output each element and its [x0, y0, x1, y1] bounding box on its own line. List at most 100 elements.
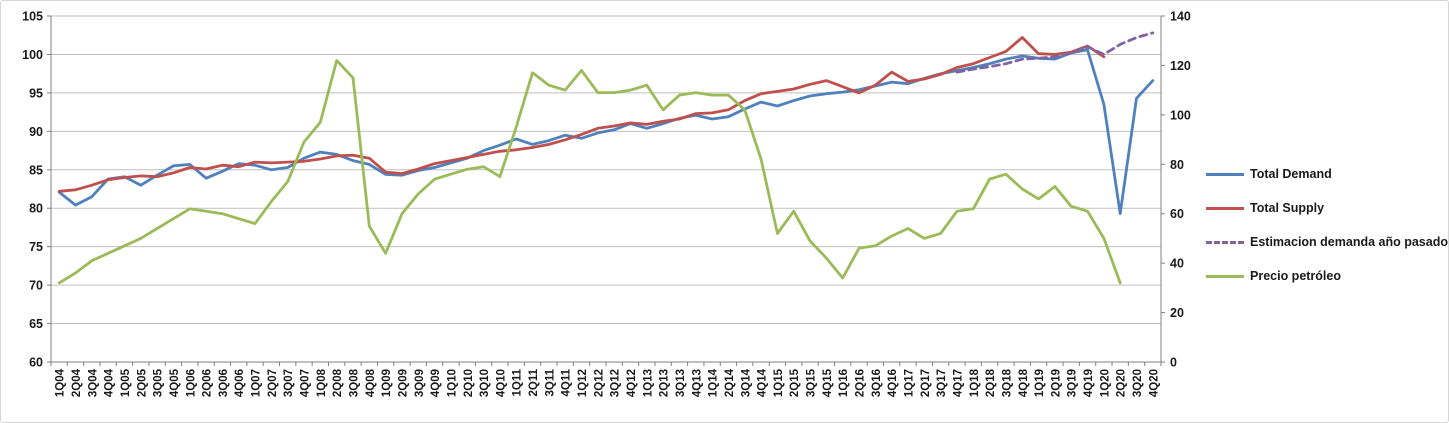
- legend-line-swatch: [1206, 274, 1244, 278]
- x-axis-tick: 2Q15: [789, 368, 801, 397]
- x-axis-tick: 4Q04: [104, 368, 116, 397]
- right-axis-tick: 0: [1170, 356, 1177, 370]
- left-axis-tick: 65: [29, 317, 43, 331]
- series-total-supply: [57, 36, 1106, 193]
- left-axis-tick: 70: [29, 279, 43, 293]
- x-axis-tick: 3Q06: [218, 369, 230, 397]
- x-axis-tick: 4Q11: [561, 368, 573, 396]
- x-axis-tick: 4Q17: [952, 369, 964, 397]
- x-axis-tick: 2Q13: [659, 369, 671, 397]
- x-axis-tick: 2Q06: [202, 369, 214, 397]
- x-axis-tick: 2Q08: [332, 368, 344, 397]
- x-axis-tick: 1Q06: [185, 369, 197, 397]
- x-axis-tick: 4Q07: [300, 369, 312, 397]
- x-axis-tick: 3Q16: [871, 369, 883, 397]
- legend-line-swatch: [1206, 240, 1244, 244]
- x-axis-tick: 2Q12: [593, 369, 605, 397]
- x-axis-tick: 1Q04: [55, 368, 67, 397]
- right-axis-tick: 20: [1170, 306, 1184, 320]
- x-axis-tick: 3Q11: [544, 368, 556, 396]
- series-total-demand: [57, 48, 1155, 216]
- x-axis-tick: 2Q11: [528, 368, 540, 396]
- x-axis-tick: 3Q08: [348, 368, 360, 397]
- legend-item-total-supply[interactable]: Total Supply: [1206, 201, 1448, 215]
- left-axis-tick: 100: [22, 48, 43, 62]
- left-axis-tick: 90: [29, 125, 43, 139]
- x-axis-tick: 3Q14: [740, 368, 752, 397]
- legend-line-swatch: [1206, 206, 1244, 210]
- x-axis-tick: 1Q18: [969, 368, 981, 397]
- x-axis-tick: 3Q12: [610, 369, 622, 397]
- right-axis-tick: 60: [1170, 207, 1184, 221]
- x-axis-tick: 3Q13: [675, 369, 687, 397]
- x-axis-tick: 2Q18: [985, 368, 997, 397]
- x-axis-tick: 2Q05: [136, 368, 148, 397]
- left-axis-tick: 60: [29, 356, 43, 370]
- legend-item-total-demand[interactable]: Total Demand: [1206, 167, 1448, 181]
- x-axis-tick: 2Q04: [71, 368, 83, 397]
- x-axis-tick: 3Q10: [479, 369, 491, 397]
- left-axis-tick: 80: [29, 202, 43, 216]
- x-axis-tick: 4Q13: [691, 369, 703, 397]
- x-axis-tick: 4Q15: [822, 368, 834, 397]
- x-axis-tick: 3Q17: [936, 369, 948, 397]
- right-axis-tick: 100: [1170, 108, 1191, 122]
- legend-label: Estimacion demanda año pasado: [1250, 235, 1448, 249]
- x-axis-tick: 2Q09: [397, 369, 409, 397]
- x-axis-tick: 1Q11: [512, 368, 524, 396]
- x-axis-tick: 4Q19: [1083, 369, 1095, 397]
- x-axis-tick: 1Q16: [838, 369, 850, 397]
- x-axis-tick: 4Q16: [887, 369, 899, 397]
- x-axis-tick: 1Q20: [1099, 369, 1111, 397]
- x-axis-tick: 2Q20: [1116, 369, 1128, 397]
- x-axis-tick: 2Q19: [1050, 369, 1062, 397]
- x-axis-tick: 1Q07: [251, 369, 263, 397]
- right-axis-labels: 0 20 40 60 80 100 120 140: [1161, 10, 1191, 370]
- x-axis-tick: 1Q19: [1034, 369, 1046, 397]
- left-axis-tick: 75: [29, 240, 43, 254]
- series-precio-petr-leo: [57, 59, 1122, 285]
- legend-label: Total Supply: [1250, 201, 1325, 215]
- x-axis-tick: 2Q17: [920, 369, 932, 397]
- x-axis-tick: 3Q19: [1067, 369, 1079, 397]
- x-axis-tick: 1Q14: [708, 368, 720, 397]
- right-axis-tick: 80: [1170, 158, 1184, 172]
- x-axis-tick: 1Q05: [120, 368, 132, 397]
- x-axis-tick: 2Q07: [267, 369, 279, 397]
- x-axis-tick: 1Q12: [577, 369, 589, 397]
- axes: [50, 16, 1162, 363]
- x-axis-tick: 2Q10: [463, 369, 475, 397]
- x-axis-tick: 4Q06: [234, 369, 246, 397]
- legend-line-swatch: [1206, 172, 1244, 176]
- x-axis-tick: 3Q15: [806, 368, 818, 397]
- x-axis-tick: 3Q20: [1132, 369, 1144, 397]
- x-axis-tick: 2Q14: [724, 368, 736, 397]
- chart-legend: Total Demand Total Supply Estimacion deman…: [1206, 167, 1448, 283]
- left-axis-tick: 95: [29, 86, 43, 100]
- x-axis-tick: 1Q10: [446, 369, 458, 397]
- x-axis-tick: 4Q14: [757, 368, 769, 397]
- x-axis-tick: 3Q09: [414, 369, 426, 397]
- legend-item-precio-petr-leo[interactable]: Precio petróleo: [1206, 269, 1448, 283]
- x-axis-tick: 3Q07: [283, 369, 295, 397]
- x-axis-tick: 4Q09: [430, 369, 442, 397]
- x-axis-tick: 4Q18: [1018, 368, 1030, 397]
- left-axis-tick: 85: [29, 163, 43, 177]
- left-axis-tick: 105: [22, 10, 43, 24]
- right-axis-tick: 40: [1170, 257, 1184, 271]
- x-axis-tick: 3Q05: [153, 368, 165, 397]
- x-axis-tick: 4Q12: [626, 369, 638, 397]
- right-axis-tick: 140: [1170, 10, 1191, 24]
- series-estimacion-demanda-a-o-pasado: [955, 31, 1155, 74]
- x-axis-tick: 1Q08: [316, 368, 328, 397]
- right-axis-tick: 120: [1170, 59, 1191, 73]
- x-axis-tick: 4Q10: [495, 369, 507, 397]
- x-axis-tick: 3Q04: [87, 368, 99, 397]
- x-axis-tick: 1Q13: [642, 369, 654, 397]
- x-axis-tick: 4Q20: [1148, 369, 1160, 397]
- legend-item-estimacion-demanda-a-o-pasado[interactable]: Estimacion demanda año pasado: [1206, 235, 1448, 249]
- x-axis-tick: 1Q09: [381, 369, 393, 397]
- x-axis-labels: 1Q04 2Q04 3Q04 4Q04 1Q05 2Q05 3Q05 4Q05 1Q06 2Q06…: [50, 362, 1162, 397]
